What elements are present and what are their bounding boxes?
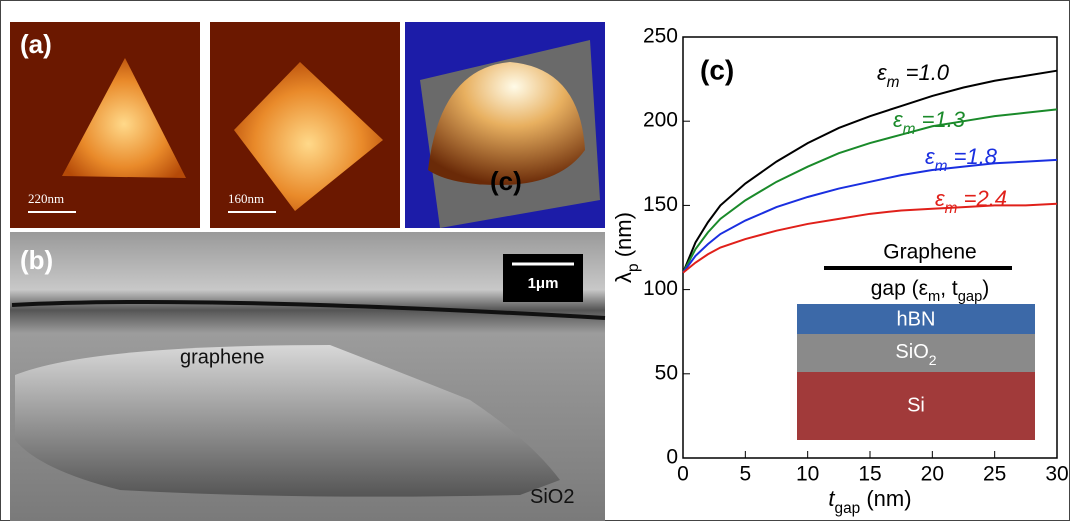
series-line [683, 204, 1057, 273]
y-tick-label: 250 [643, 25, 678, 48]
y-tick-label: 0 [666, 446, 678, 469]
inset-label: hBN [897, 308, 936, 330]
inset-label: Graphene [883, 241, 976, 264]
inset-label: gap (εm, tgap) [871, 277, 990, 305]
series-label: εm =1.3 [893, 107, 966, 138]
x-tick-label: 0 [677, 463, 689, 486]
x-tick-label: 10 [796, 463, 819, 486]
series-label: εm =1.8 [925, 144, 998, 175]
y-tick-label: 200 [643, 109, 678, 132]
x-tick-label: 30 [1045, 463, 1068, 486]
panel-label: (c) [490, 166, 522, 196]
series-line [683, 160, 1057, 273]
image-annotation: graphene [180, 346, 265, 368]
x-tick-label: 5 [739, 463, 751, 486]
y-tick-label: 100 [643, 277, 678, 300]
scale-label: 160nm [228, 191, 264, 206]
x-tick-label: 25 [983, 463, 1006, 486]
series-label: εm =2.4 [935, 186, 1007, 217]
y-tick-label: 50 [655, 361, 678, 384]
series-line [683, 71, 1057, 273]
image-annotation: SiO2 [530, 486, 574, 508]
x-tick-label: 20 [921, 463, 944, 486]
page: (a) (b) (c) 220nm 160nm 1μm graphene SiO… [0, 0, 1070, 526]
x-axis-label: tgap (nm) [828, 486, 911, 517]
line-chart: 0 5 10 15 20 25 30 0 50 100 150 200 250 tgap (nm) λp (… [611, 25, 1069, 517]
y-tick-label: 150 [643, 193, 678, 216]
y-axis-label: λp (nm) [611, 212, 642, 283]
inset-label: Si [907, 394, 925, 416]
panel-label: (c) [700, 54, 734, 85]
figure: (a) (b) (c) 220nm 160nm 1μm graphene SiO… [0, 0, 1070, 521]
panel-label: (a) [20, 29, 52, 59]
scale-label: 1μm [528, 275, 559, 292]
panel-label: (b) [20, 245, 53, 275]
scale-label: 220nm [28, 191, 64, 206]
series-label: εm =1.0 [877, 60, 950, 91]
x-tick-label: 15 [858, 463, 881, 486]
